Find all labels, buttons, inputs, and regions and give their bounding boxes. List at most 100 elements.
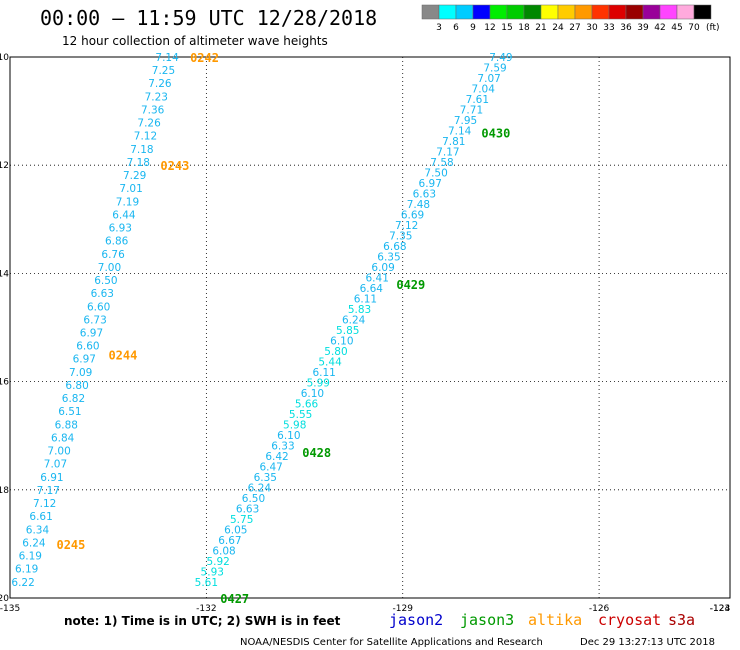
wave-height-label: 5.98 — [283, 419, 306, 431]
satellite-jason3: jason3 — [460, 611, 514, 629]
color-swatch — [455, 4, 474, 20]
color-scale-label: 39 — [637, 23, 649, 33]
wave-height-label: 7.07 — [477, 73, 500, 85]
color-scale-label: 6 — [453, 23, 459, 33]
satellite-legend: jason2 jason3 altika cryosat s3a — [389, 611, 695, 629]
x-tick-label: -126 — [589, 604, 610, 614]
color-swatch — [659, 4, 678, 20]
plot-frame — [9, 56, 731, 599]
track-jason3: 7.497.597.077.047.617.717.957.147.817.17… — [195, 52, 513, 606]
wave-height-label: 6.41 — [366, 272, 389, 284]
wave-height-label: 7.95 — [454, 115, 477, 127]
wave-height-label: 6.82 — [62, 393, 85, 405]
color-scale-label: 30 — [586, 23, 598, 33]
wave-height-label: 6.93 — [109, 223, 132, 235]
y-tick-label: -20 — [0, 594, 9, 604]
credit-line: NOAA/NESDIS Center for Satellite Applica… — [240, 637, 543, 648]
wave-height-label: 6.22 — [11, 577, 34, 589]
x-tick-label: -129 — [393, 604, 414, 614]
wave-height-label: 7.29 — [123, 170, 146, 182]
satellite-altika: altika — [528, 611, 582, 629]
wave-height-label: 7.17 — [37, 485, 60, 497]
color-swatch — [642, 4, 661, 20]
color-swatch — [591, 4, 610, 20]
wave-height-label: 7.14 — [448, 125, 472, 137]
wave-height-label: 5.44 — [318, 356, 342, 368]
color-swatch — [506, 4, 525, 20]
x-tick-label: -124 — [710, 604, 731, 614]
wave-height-label: 6.19 — [15, 564, 38, 576]
color-scale-label: 36 — [620, 23, 632, 33]
wave-height-label: 6.34 — [26, 524, 50, 536]
wave-height-label: 6.50 — [94, 275, 117, 287]
wave-height-label: 6.86 — [105, 236, 129, 248]
color-scale-label: 9 — [470, 23, 476, 33]
satellite-jason2: jason2 — [389, 611, 443, 629]
wave-height-label: 6.60 — [76, 341, 99, 353]
color-swatch — [625, 4, 644, 20]
wave-height-label: 6.97 — [73, 354, 96, 366]
wave-height-label: 7.48 — [407, 199, 430, 211]
wave-height-label: 6.51 — [58, 406, 81, 418]
wave-height-label: 7.14 — [155, 52, 179, 64]
wave-height-label: 7.09 — [69, 367, 92, 379]
color-scale-label: 24 — [552, 23, 564, 33]
color-scale-label: 45 — [671, 23, 682, 33]
units-note: note: 1) Time is in UTC; 2) SWH is in fe… — [64, 614, 341, 628]
wave-height-label: 5.61 — [195, 577, 218, 589]
wave-height-label: 6.05 — [224, 524, 247, 536]
wave-height-label: 7.23 — [145, 91, 168, 103]
wave-height-label: 6.67 — [218, 535, 241, 547]
x-tick-label: -135 — [0, 604, 20, 614]
color-swatch — [421, 4, 440, 20]
chart-subtitle: 12 hour collection of altimeter wave hei… — [62, 34, 328, 48]
wave-height-label: 5.55 — [289, 409, 312, 421]
color-swatch — [676, 4, 695, 20]
color-swatch — [574, 4, 593, 20]
color-swatch — [540, 4, 559, 20]
y-tick-label: -12 — [0, 161, 9, 171]
wave-height-label: 5.99 — [307, 377, 330, 389]
wave-height-label: 5.92 — [206, 556, 229, 568]
wave-height-label: 7.18 — [127, 157, 150, 169]
wave-height-label: 6.24 — [22, 537, 46, 549]
wave-height-label: 7.17 — [436, 146, 459, 158]
wave-height-label: 7.81 — [442, 136, 465, 148]
wave-height-label: 6.09 — [371, 262, 394, 274]
color-scale-label: 12 — [484, 23, 495, 33]
wave-height-label: 7.12 — [134, 131, 157, 143]
y-tick-label: -14 — [0, 269, 9, 279]
wave-height-label: 7.00 — [47, 446, 70, 458]
wave-height-label: 6.84 — [51, 432, 75, 444]
wave-height-label: 5.75 — [230, 514, 253, 526]
color-swatch — [557, 4, 576, 20]
satellite-cryosat: cryosat — [598, 611, 661, 629]
plot-area: -10 -12 -14 -16 -18 -20-135 -132 -129 -126 -123-1… — [0, 51, 731, 614]
x-tick-label: -132 — [196, 604, 216, 614]
wave-height-label: 7.04 — [472, 83, 496, 95]
wave-height-label: 7.25 — [152, 65, 175, 77]
wave-height-label: 7.00 — [98, 262, 121, 274]
color-scale-label: 27 — [569, 23, 580, 33]
pass-time-label: 0428 — [302, 446, 331, 460]
y-tick-label: -16 — [0, 378, 9, 388]
wave-height-label: 6.24 — [248, 482, 272, 494]
pass-time-label: 0430 — [481, 127, 510, 141]
color-scale-label: 70 — [688, 23, 700, 33]
color-swatch — [693, 4, 712, 20]
wave-height-label: 6.91 — [40, 472, 63, 484]
wave-height-label: 6.10 — [330, 335, 353, 347]
wave-height-label: 7.58 — [430, 157, 453, 169]
wave-height-label: 7.01 — [119, 183, 142, 195]
color-swatch — [438, 4, 457, 20]
color-scale-label: 21 — [535, 23, 546, 33]
wave-height-label: 6.76 — [101, 249, 125, 261]
wave-height-label: 7.26 — [137, 118, 161, 130]
wave-height-label: 5.85 — [336, 325, 359, 337]
wave-height-label: 7.49 — [489, 52, 512, 64]
wave-height-label: 6.42 — [265, 451, 288, 463]
wave-height-label: 6.19 — [19, 551, 42, 563]
wave-height-label: 6.63 — [91, 288, 114, 300]
color-swatch — [608, 4, 627, 20]
